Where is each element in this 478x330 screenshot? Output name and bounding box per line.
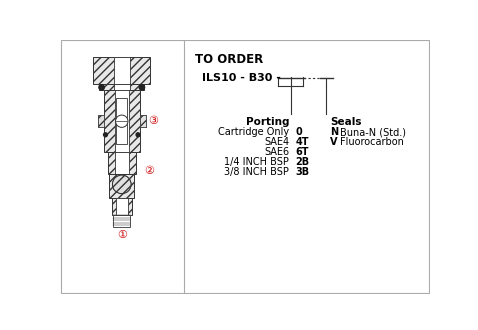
Circle shape bbox=[104, 133, 108, 137]
Circle shape bbox=[112, 175, 131, 194]
Text: V: V bbox=[330, 137, 338, 148]
Text: ILS10 - B30 -: ILS10 - B30 - bbox=[202, 73, 281, 83]
Bar bbox=[113, 215, 130, 227]
Bar bbox=[98, 115, 104, 127]
Text: 3B: 3B bbox=[295, 167, 309, 178]
Text: Buna-N (Std.): Buna-N (Std.) bbox=[339, 127, 405, 137]
Circle shape bbox=[116, 115, 128, 127]
Text: SAE6: SAE6 bbox=[264, 148, 289, 157]
Bar bbox=[99, 84, 144, 90]
Circle shape bbox=[99, 85, 104, 90]
Bar bbox=[116, 198, 128, 215]
Text: 1/4 INCH BSP: 1/4 INCH BSP bbox=[224, 157, 289, 167]
Bar bbox=[104, 90, 140, 152]
Text: SAE4: SAE4 bbox=[264, 137, 289, 148]
Text: ②: ② bbox=[145, 166, 155, 176]
Text: 4T: 4T bbox=[295, 137, 309, 148]
Text: 2B: 2B bbox=[295, 157, 309, 167]
Text: Cartridge Only: Cartridge Only bbox=[218, 127, 289, 137]
Bar bbox=[108, 152, 136, 174]
Bar bbox=[115, 152, 129, 174]
Text: N: N bbox=[330, 127, 338, 137]
Bar bbox=[114, 56, 130, 84]
Circle shape bbox=[139, 85, 145, 90]
Bar bbox=[93, 56, 151, 84]
Bar bbox=[98, 115, 104, 127]
Text: 6T: 6T bbox=[295, 148, 309, 157]
Circle shape bbox=[136, 133, 140, 137]
Bar bbox=[140, 115, 146, 127]
Text: 3/8 INCH BSP: 3/8 INCH BSP bbox=[224, 167, 289, 178]
Text: ①: ① bbox=[117, 230, 127, 240]
Bar bbox=[109, 174, 134, 198]
Text: TO ORDER: TO ORDER bbox=[195, 53, 263, 66]
Text: 0: 0 bbox=[295, 127, 302, 137]
Text: ③: ③ bbox=[149, 116, 159, 126]
Text: Porting: Porting bbox=[246, 116, 289, 127]
Bar bbox=[112, 198, 132, 215]
Text: Seals: Seals bbox=[330, 116, 362, 127]
Bar bbox=[140, 115, 146, 127]
Circle shape bbox=[112, 175, 131, 194]
Bar bbox=[116, 98, 127, 144]
Text: Fluorocarbon: Fluorocarbon bbox=[339, 137, 403, 148]
Bar bbox=[114, 84, 130, 90]
Bar bbox=[115, 90, 129, 152]
